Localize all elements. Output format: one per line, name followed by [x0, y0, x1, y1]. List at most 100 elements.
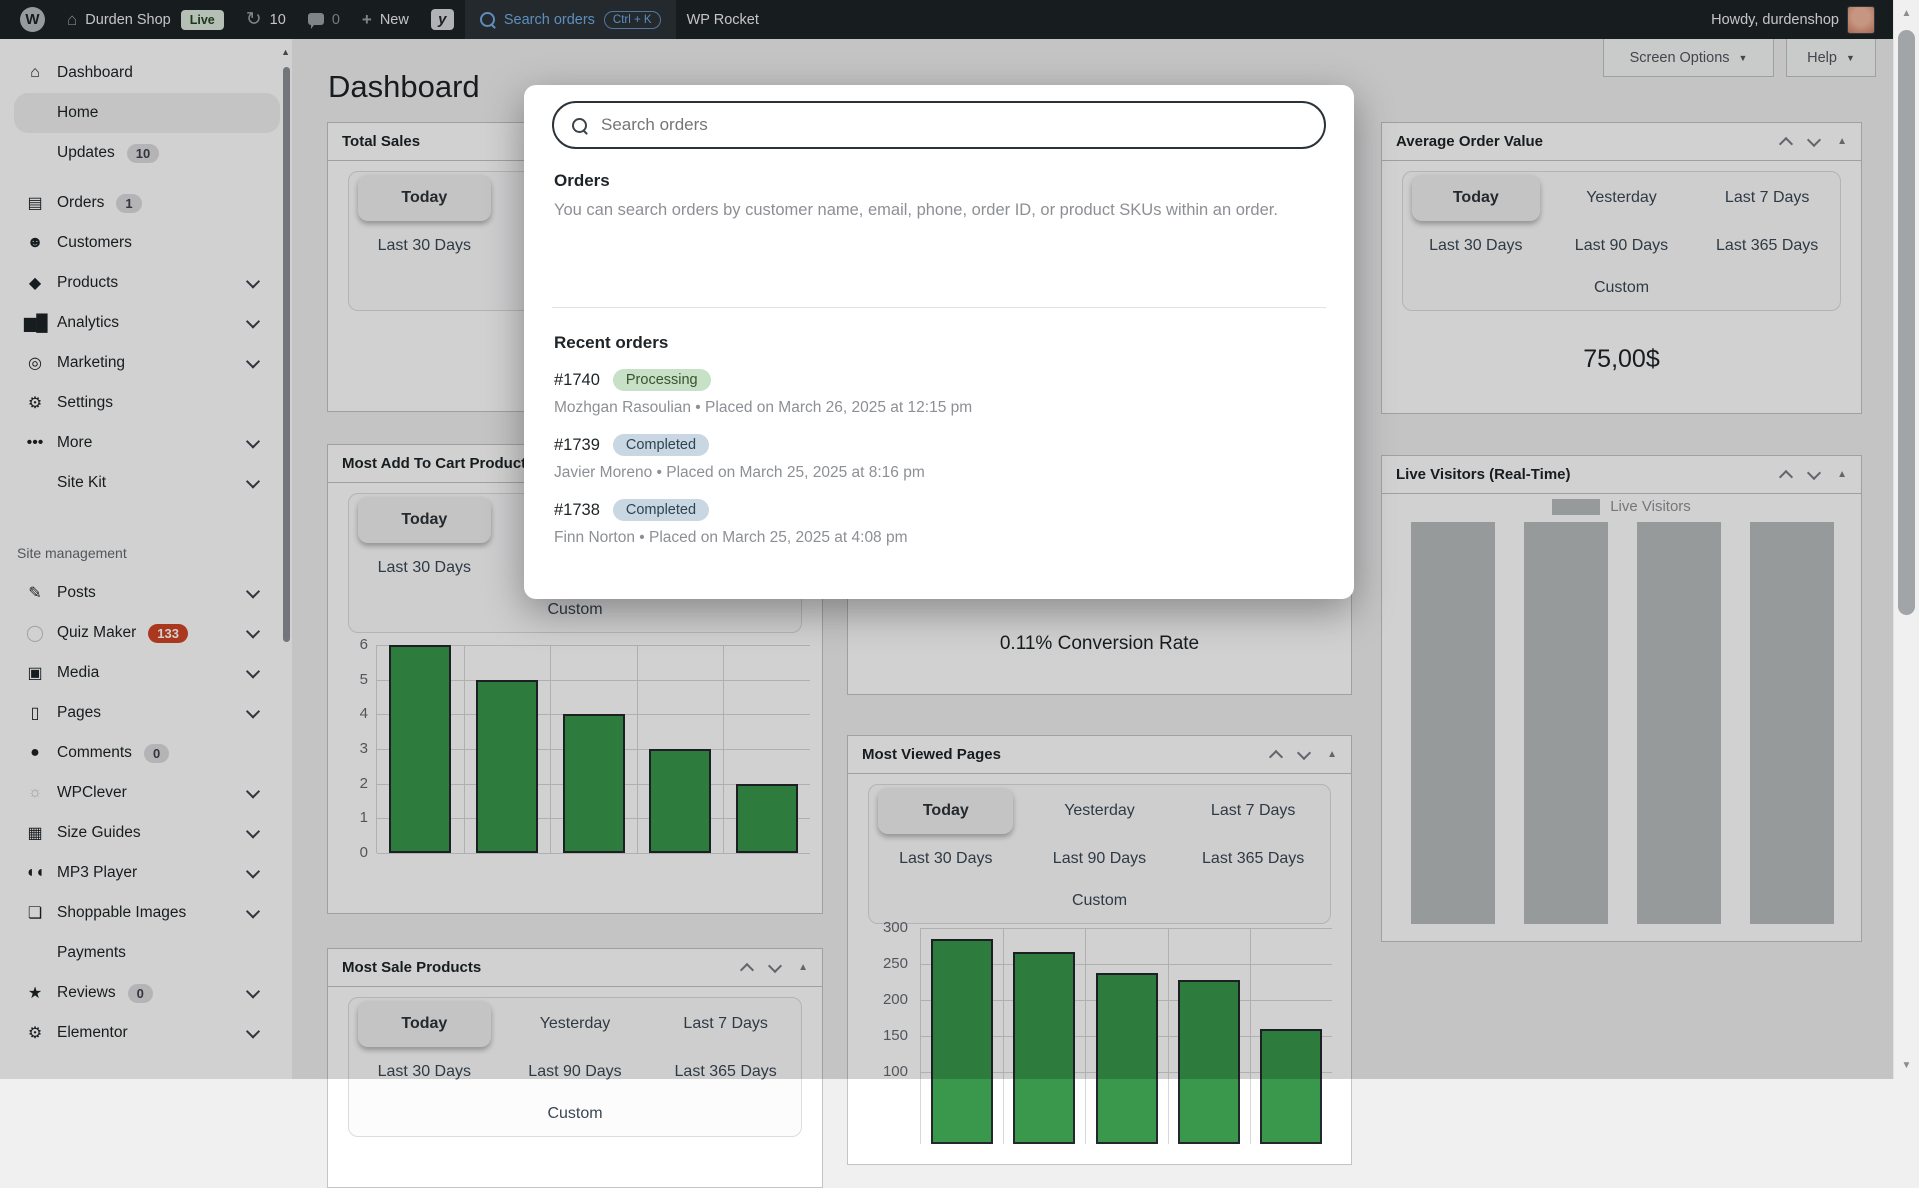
filter-last-365-days[interactable]: Last 365 Days	[674, 1063, 777, 1080]
filter-last-365-days[interactable]: Last 365 Days	[1716, 237, 1819, 254]
filter-last-90-days[interactable]: Last 90 Days	[1574, 237, 1669, 254]
order-list-item[interactable]: #1739 Completed Javier Moreno • Placed on …	[554, 434, 1324, 482]
triangle-down-icon: ▼	[1738, 52, 1748, 63]
comments-link[interactable]: 0	[297, 0, 351, 39]
sidebar-item-settings[interactable]: ⚙ Settings	[0, 383, 292, 423]
filter-today[interactable]: Today	[1411, 175, 1540, 221]
conversion-rate-value: 0.11% Conversion Rate	[999, 633, 1200, 654]
sidebar-item-label: WPClever	[57, 784, 127, 801]
orders-icon: ▤	[27, 195, 43, 212]
filter-last-30-days[interactable]: Last 30 Days	[899, 850, 993, 867]
filter-yesterday[interactable]: Yesterday	[1064, 802, 1135, 819]
filter-last-90-days[interactable]: Last 90 Days	[1052, 850, 1147, 867]
page-scrollbar[interactable]: ▲ ▼	[1893, 0, 1919, 1079]
yoast-menu[interactable]: y	[420, 0, 465, 39]
axis-tick-label: 250	[882, 955, 908, 972]
widget-title: Average Order Value	[1396, 133, 1544, 150]
sidebar-item-wpclever[interactable]: ☼ WPClever	[0, 773, 292, 813]
sidebar-item-orders[interactable]: ▤ Orders 1	[0, 183, 292, 223]
filter-custom[interactable]: Custom	[1593, 279, 1650, 296]
sidebar-item-marketing[interactable]: ◎ Marketing	[0, 343, 292, 383]
site-name-link[interactable]: ⌂ Durden Shop Live	[56, 0, 235, 39]
sidebar-item-more[interactable]: ••• More	[0, 423, 292, 463]
sidebar-item-elementor[interactable]: ⚙ Elementor	[0, 1013, 292, 1053]
sidebar-item-size-guides[interactable]: ▦ Size Guides	[0, 813, 292, 853]
sidebar-item-media[interactable]: ▣ Media	[0, 653, 292, 693]
filter-last-365-days[interactable]: Last 365 Days	[1202, 850, 1305, 867]
triangle-down-icon: ▼	[1845, 52, 1855, 63]
sidebar-item-posts[interactable]: ✎ Posts	[0, 573, 292, 613]
sidebar-item-site-kit[interactable]: Site Kit	[0, 463, 292, 503]
scroll-down-icon[interactable]: ▼	[1901, 1060, 1912, 1071]
widget-average-order-value: Average Order Value ▲ Today Yesterday Last…	[1381, 122, 1862, 414]
sidebar-item-shoppable-images[interactable]: ❏ Shoppable Images	[0, 893, 292, 933]
wordpress-menu[interactable]: W	[0, 0, 56, 39]
filter-custom[interactable]: Custom	[547, 1105, 603, 1122]
filter-last-7-days[interactable]: Last 7 Days	[1724, 189, 1810, 206]
collapse-icon[interactable]: ▲	[1327, 749, 1337, 760]
filter-last-30-days[interactable]: Last 30 Days	[377, 237, 472, 254]
filter-last-90-days[interactable]: Last 90 Days	[528, 1063, 622, 1080]
collapse-icon[interactable]: ▲	[1837, 136, 1847, 147]
filter-yesterday[interactable]: Yesterday	[1586, 189, 1657, 206]
sidebar-item-customers[interactable]: ☻ Customers	[0, 223, 292, 263]
recent-orders-list: #1740 Processing Mozhgan Rasoulian • Place…	[554, 369, 1324, 547]
sidebar-item-label: Home	[57, 104, 99, 121]
sidebar-item-home[interactable]: Home	[14, 93, 280, 133]
scroll-up-icon[interactable]: ▲	[1901, 8, 1912, 19]
sidebar-item-pages[interactable]: ▯ Pages	[0, 693, 292, 733]
home-icon: ⌂	[67, 10, 78, 29]
shoppable-images-icon: ❏	[27, 905, 43, 922]
chart-legend: Live Visitors	[1382, 498, 1861, 515]
speech-bubble-icon	[307, 12, 324, 29]
gridline	[463, 645, 465, 853]
filter-custom[interactable]: Custom	[547, 601, 603, 618]
filter-today[interactable]: Today	[358, 1001, 491, 1047]
account-menu[interactable]: Howdy, durdenshop	[1700, 0, 1875, 39]
count-badge: 133	[148, 623, 188, 643]
gridline	[1003, 928, 1005, 1144]
sidebar-scrollbar-thumb[interactable]	[283, 67, 290, 642]
new-content-link[interactable]: + New	[351, 0, 420, 39]
help-button[interactable]: Help ▼	[1786, 39, 1876, 77]
order-list-item[interactable]: #1738 Completed Finn Norton • Placed on Ma…	[554, 499, 1324, 547]
filter-yesterday[interactable]: Yesterday	[539, 1015, 611, 1032]
order-list-item[interactable]: #1740 Processing Mozhgan Rasoulian • Place…	[554, 369, 1324, 417]
count-badge: 10	[126, 143, 160, 163]
order-meta: Finn Norton • Placed on March 25, 2025 a…	[554, 529, 908, 546]
order-status-badge: Completed	[612, 434, 710, 456]
sidebar-item-label: Payments	[57, 944, 126, 961]
filter-last-30-days[interactable]: Last 30 Days	[377, 1063, 472, 1080]
wp-rocket-menu[interactable]: WP Rocket	[676, 0, 770, 39]
sidebar-item-updates[interactable]: Updates 10	[0, 133, 292, 173]
filter-today[interactable]: Today	[358, 175, 491, 221]
sidebar-item-products[interactable]: ◆ Products	[0, 263, 292, 303]
sidebar-item-label: Media	[57, 664, 100, 681]
filter-last-30-days[interactable]: Last 30 Days	[1429, 237, 1523, 254]
admin-bar-search-orders[interactable]: Search orders Ctrl + K	[464, 0, 676, 39]
screen-options-button[interactable]: Screen Options ▼	[1603, 39, 1774, 77]
filter-last-7-days[interactable]: Last 7 Days	[1210, 802, 1296, 819]
filter-custom[interactable]: Custom	[1071, 892, 1128, 909]
sidebar-item-reviews[interactable]: ★ Reviews 0	[0, 973, 292, 1013]
gridline	[921, 964, 1332, 965]
collapse-icon[interactable]: ▲	[1837, 469, 1847, 480]
filter-last-30-days[interactable]: Last 30 Days	[377, 559, 472, 576]
sidebar-item-mp3-player[interactable]: ◖◖ MP3 Player	[0, 853, 292, 893]
sidebar-item-payments[interactable]: Payments	[0, 933, 292, 973]
gear-icon: ⚙	[27, 395, 43, 412]
sidebar-scroll-up-icon[interactable]: ▲	[281, 47, 290, 57]
bar	[562, 714, 625, 853]
sidebar-item-comments[interactable]: ● Comments 0	[0, 733, 292, 773]
collapse-icon[interactable]: ▲	[798, 962, 808, 973]
filter-last-7-days[interactable]: Last 7 Days	[683, 1015, 768, 1032]
updates-link[interactable]: ↻ 10	[235, 0, 297, 39]
sidebar-item-analytics[interactable]: ▆█ Analytics	[0, 303, 292, 343]
sidebar-item-quiz-maker[interactable]: ◯ Quiz Maker 133	[0, 613, 292, 653]
sidebar-item-dashboard[interactable]: ⌂ Dashboard	[0, 53, 292, 93]
search-icon	[572, 117, 587, 133]
search-orders-input[interactable]	[599, 114, 1306, 136]
filter-today[interactable]: Today	[878, 788, 1014, 834]
scrollbar-thumb[interactable]	[1898, 30, 1915, 615]
filter-today[interactable]: Today	[358, 497, 491, 543]
